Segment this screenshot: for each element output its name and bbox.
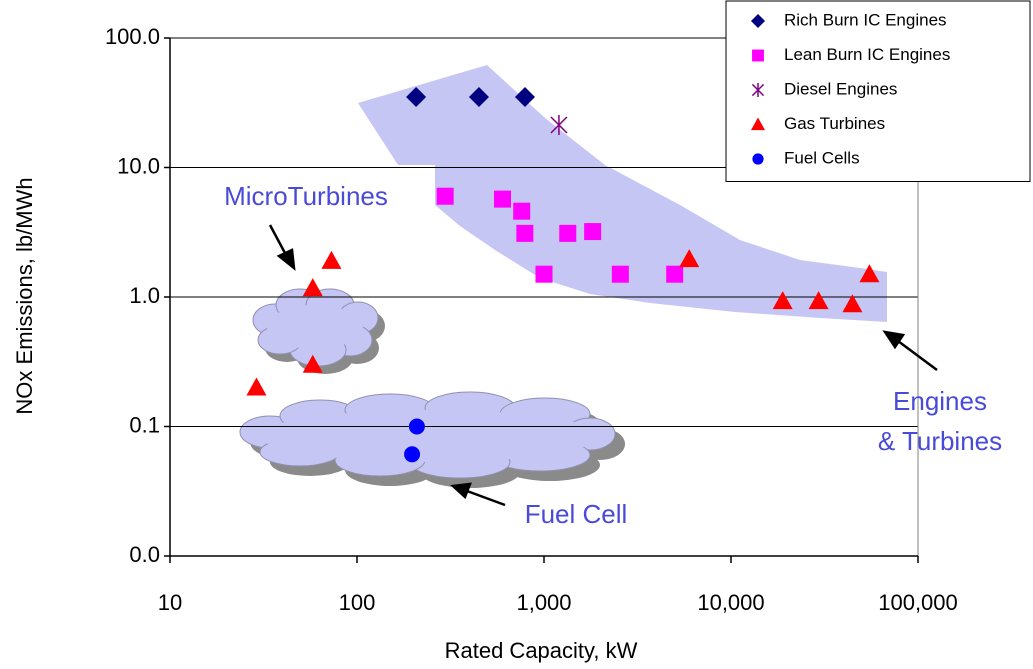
square-marker: [559, 225, 576, 242]
annotation: MicroTurbines: [224, 181, 388, 211]
y-tick-label: 100.0: [105, 24, 160, 49]
x-axis-title: Rated Capacity, kW: [445, 638, 638, 663]
x-tick-label: 10: [158, 590, 182, 615]
square-marker: [666, 266, 683, 283]
square-marker: [612, 266, 629, 283]
square-marker: [752, 50, 764, 62]
chart: 0.0 0.1 1.0 10.0 100.0 10 100 1,000 10,000 100,00…: [0, 0, 1033, 669]
x-tick-label: 10,000: [697, 590, 764, 615]
arrow: [467, 491, 505, 505]
y-tick-label: 10.0: [117, 153, 160, 178]
square-marker: [584, 223, 601, 240]
circle-marker: [404, 446, 420, 462]
annotation: Fuel Cell: [525, 499, 628, 529]
square-marker: [437, 188, 454, 205]
x-tick-label: 1,000: [516, 590, 571, 615]
x-tick-label: 100: [339, 590, 376, 615]
square-marker: [536, 266, 553, 283]
arrow: [270, 225, 286, 255]
legend-label: Diesel Engines: [784, 79, 897, 98]
square-marker: [513, 203, 530, 220]
fuel-cell-cloud: [240, 392, 625, 488]
arrow-head: [279, 250, 294, 268]
triangle-marker: [246, 378, 266, 396]
annotation: & Turbines: [878, 426, 1002, 456]
legend-label: Lean Burn IC Engines: [784, 45, 950, 64]
microturbine-cloud: [253, 289, 385, 374]
legend-label: Fuel Cells: [784, 148, 860, 167]
legend-label: Rich Burn IC Engines: [784, 10, 947, 29]
circle-marker: [409, 419, 425, 435]
annotation: Engines: [893, 386, 987, 416]
square-marker: [494, 191, 511, 208]
x-tick-label: 100,000: [878, 590, 958, 615]
page: {"chart_data": { "type": "scatter", "x_l…: [0, 0, 1033, 669]
square-marker: [516, 225, 533, 242]
triangle-marker: [303, 278, 323, 296]
arrow-head: [885, 332, 903, 347]
legend: Rich Burn IC Engines Lean Burn IC Engines…: [726, 1, 1030, 182]
y-tick-label: 0.1: [129, 412, 160, 437]
triangle-marker: [321, 251, 341, 269]
arrow-head: [453, 484, 470, 497]
y-tick-label: 0.0: [129, 542, 160, 567]
y-axis-title: NOx Emissions, lb/MWh: [12, 177, 37, 414]
y-tick-label: 1.0: [129, 283, 160, 308]
legend-label: Gas Turbines: [784, 114, 885, 133]
circle-marker: [752, 153, 763, 164]
